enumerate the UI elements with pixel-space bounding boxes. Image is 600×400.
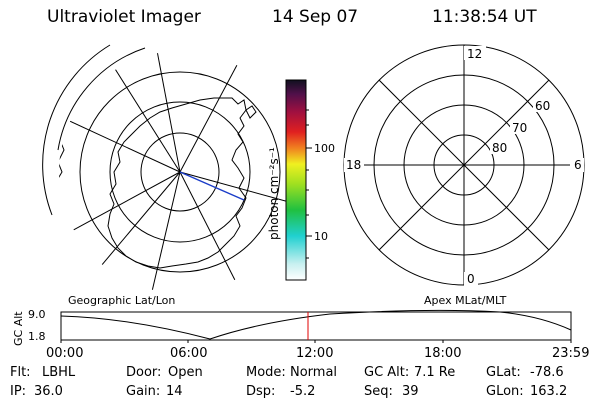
- mlt-label-12: 12: [467, 47, 482, 61]
- colorbar-tick-label: 10: [314, 230, 328, 243]
- gc-alt-ytick: 9.0: [28, 308, 46, 321]
- mlt-line: [378, 79, 550, 251]
- xtick-label: 18:00: [424, 346, 462, 361]
- info-value: 163.2: [530, 384, 568, 399]
- mlat-label-80: 80: [492, 141, 507, 155]
- info-value: 36.0: [34, 384, 63, 399]
- geo-meridian: [59, 171, 181, 241]
- mlat-label-60: 60: [535, 99, 550, 113]
- gc-alt-ylabel: GC Alt: [12, 311, 25, 346]
- info-value: Open: [168, 365, 203, 380]
- info-value: -5.2: [290, 384, 316, 399]
- info-value: Normal: [290, 365, 338, 380]
- header-date: 14 Sep 07: [272, 7, 359, 27]
- xtick-label: 23:59: [552, 346, 590, 361]
- gc-alt-ytick: 1.8: [28, 330, 46, 343]
- geo-meridian: [179, 51, 246, 173]
- colorbar-gradient: [285, 79, 307, 281]
- geo-meridian: [59, 111, 181, 173]
- gc-alt-plot-frame: [60, 311, 572, 341]
- geo-outer-arc: [42, 44, 111, 216]
- geo-lat-circle: [140, 132, 220, 212]
- colorbar-unit-label: photon cm⁻²s⁻¹: [267, 147, 281, 240]
- coastline: [245, 105, 257, 119]
- header-time: 11:38:54 UT: [432, 7, 537, 27]
- gc-alt-curve: [60, 309, 572, 340]
- info-key: Flt:: [10, 365, 31, 380]
- info-value: 39: [402, 384, 419, 399]
- geo-meridian: [179, 171, 241, 291]
- info-value: -78.6: [530, 365, 564, 380]
- info-value: 7.1 Re: [414, 365, 456, 380]
- xtick-label: 06:00: [170, 346, 208, 361]
- geo-outer-arc: [57, 47, 146, 151]
- info-key: GLat:: [486, 365, 521, 380]
- info-key: IP:: [10, 384, 27, 399]
- geo-lat-circle: [79, 71, 281, 273]
- info-key: Door:: [126, 365, 162, 380]
- colorbar-tick-label: 100: [314, 142, 335, 155]
- mlt-label-0: 0: [467, 272, 475, 286]
- info-key: GLon:: [486, 384, 524, 399]
- info-key: Seq:: [364, 384, 393, 399]
- coastline: [107, 97, 247, 269]
- mlt-label-6: 6: [574, 158, 582, 172]
- geographic-label: Geographic Lat/Lon: [68, 294, 176, 307]
- info-key: Dsp:: [246, 384, 276, 399]
- instrument-title: Ultraviolet Imager: [47, 7, 201, 27]
- info-key: Mode:: [246, 365, 286, 380]
- xtick-label: 12:00: [296, 346, 334, 361]
- apex-label: Apex MLat/MLT: [424, 294, 507, 307]
- info-key: Gain:: [126, 384, 161, 399]
- mlat-label-70: 70: [512, 121, 527, 135]
- satellite-track: [179, 171, 245, 201]
- geo-lat-circle: [109, 101, 251, 243]
- xtick-label: 00:00: [46, 346, 84, 361]
- info-value: 14: [166, 384, 183, 399]
- info-key: GC Alt:: [364, 365, 410, 380]
- geo-meridian: [154, 51, 181, 173]
- geo-meridian: [149, 171, 181, 293]
- info-value: LBHL: [42, 365, 76, 380]
- geo-meridian: [179, 171, 301, 206]
- mlt-label-18: 18: [346, 158, 361, 172]
- coastline: [59, 139, 65, 183]
